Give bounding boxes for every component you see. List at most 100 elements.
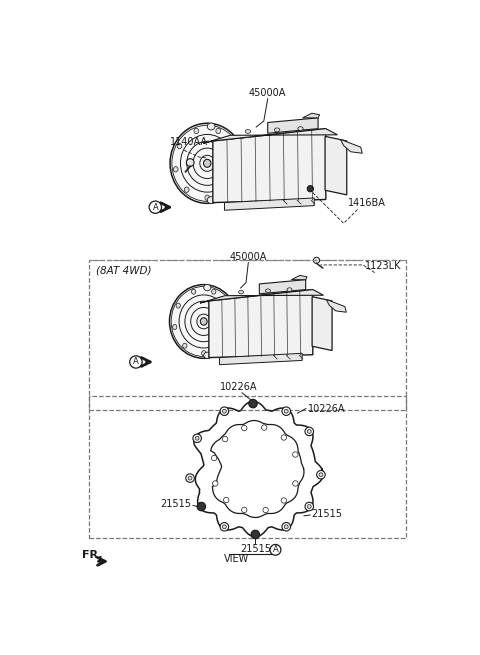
- Ellipse shape: [239, 290, 244, 294]
- Circle shape: [317, 470, 325, 479]
- Circle shape: [293, 481, 298, 486]
- Circle shape: [307, 185, 313, 192]
- Text: 45000A: 45000A: [249, 88, 287, 98]
- Ellipse shape: [204, 352, 211, 358]
- Polygon shape: [340, 140, 362, 153]
- Ellipse shape: [205, 195, 210, 200]
- Ellipse shape: [200, 318, 207, 325]
- Ellipse shape: [204, 284, 211, 291]
- Ellipse shape: [226, 187, 230, 193]
- Ellipse shape: [287, 288, 292, 291]
- Circle shape: [188, 476, 192, 480]
- Text: 10226A: 10226A: [220, 382, 258, 392]
- Ellipse shape: [176, 303, 180, 308]
- Circle shape: [281, 498, 287, 503]
- Ellipse shape: [207, 123, 215, 130]
- Text: 10226A: 10226A: [308, 403, 345, 413]
- Circle shape: [270, 544, 281, 555]
- Ellipse shape: [192, 290, 196, 294]
- Text: A: A: [133, 358, 139, 366]
- Circle shape: [307, 504, 311, 508]
- Text: 21515: 21515: [240, 544, 271, 554]
- Circle shape: [313, 257, 320, 263]
- Circle shape: [149, 201, 162, 214]
- Circle shape: [251, 530, 260, 538]
- Text: (8AT 4WD): (8AT 4WD): [96, 266, 151, 276]
- Circle shape: [220, 523, 228, 531]
- Circle shape: [222, 525, 226, 529]
- Circle shape: [241, 425, 247, 431]
- Circle shape: [222, 409, 226, 413]
- Ellipse shape: [169, 285, 238, 358]
- Polygon shape: [259, 280, 306, 294]
- Circle shape: [284, 525, 288, 529]
- Circle shape: [284, 409, 288, 413]
- Circle shape: [282, 407, 290, 415]
- Circle shape: [249, 400, 257, 408]
- Ellipse shape: [207, 196, 215, 204]
- Circle shape: [211, 455, 217, 460]
- Ellipse shape: [170, 123, 244, 203]
- Ellipse shape: [212, 290, 216, 294]
- Polygon shape: [312, 297, 332, 350]
- Ellipse shape: [173, 324, 177, 329]
- Polygon shape: [219, 353, 302, 365]
- Polygon shape: [302, 113, 320, 118]
- Text: FR.: FR.: [82, 550, 102, 560]
- Ellipse shape: [227, 303, 231, 308]
- Text: 1140AA: 1140AA: [170, 137, 208, 147]
- Circle shape: [282, 523, 290, 531]
- Ellipse shape: [173, 166, 178, 172]
- Ellipse shape: [275, 128, 280, 132]
- Polygon shape: [213, 128, 326, 202]
- Circle shape: [293, 452, 298, 457]
- Ellipse shape: [298, 126, 303, 130]
- Ellipse shape: [177, 143, 182, 149]
- Polygon shape: [291, 275, 307, 280]
- Text: 45000A: 45000A: [229, 252, 267, 262]
- Polygon shape: [209, 290, 313, 358]
- Circle shape: [130, 356, 142, 368]
- Text: 1123LK: 1123LK: [365, 261, 402, 271]
- Polygon shape: [268, 118, 318, 133]
- Ellipse shape: [265, 289, 271, 293]
- Polygon shape: [326, 299, 346, 312]
- Circle shape: [319, 473, 323, 477]
- Circle shape: [220, 407, 228, 415]
- Circle shape: [262, 425, 267, 430]
- Circle shape: [193, 434, 202, 443]
- Ellipse shape: [245, 130, 251, 134]
- Text: 21515: 21515: [160, 499, 192, 509]
- Circle shape: [195, 436, 199, 440]
- Polygon shape: [200, 290, 324, 303]
- Circle shape: [263, 508, 268, 513]
- Ellipse shape: [237, 166, 241, 172]
- Ellipse shape: [204, 159, 211, 167]
- Circle shape: [307, 430, 311, 434]
- Ellipse shape: [202, 350, 206, 356]
- Text: A: A: [273, 546, 278, 554]
- Circle shape: [186, 474, 194, 482]
- Circle shape: [213, 481, 218, 486]
- Ellipse shape: [183, 343, 187, 348]
- Ellipse shape: [184, 187, 189, 193]
- Text: A: A: [153, 202, 158, 212]
- Circle shape: [241, 507, 247, 513]
- Circle shape: [281, 435, 287, 440]
- Polygon shape: [204, 128, 337, 143]
- Ellipse shape: [220, 343, 225, 348]
- Polygon shape: [225, 198, 314, 210]
- Ellipse shape: [194, 128, 199, 134]
- Circle shape: [224, 497, 229, 502]
- Text: 1416BA: 1416BA: [348, 198, 385, 208]
- Text: VIEW: VIEW: [224, 553, 249, 564]
- Circle shape: [186, 159, 194, 166]
- Text: 21515: 21515: [312, 510, 343, 519]
- Ellipse shape: [216, 128, 220, 134]
- Circle shape: [305, 427, 313, 436]
- Circle shape: [197, 502, 205, 511]
- Polygon shape: [325, 136, 347, 195]
- Ellipse shape: [230, 324, 235, 329]
- Ellipse shape: [233, 143, 237, 149]
- Circle shape: [305, 502, 313, 511]
